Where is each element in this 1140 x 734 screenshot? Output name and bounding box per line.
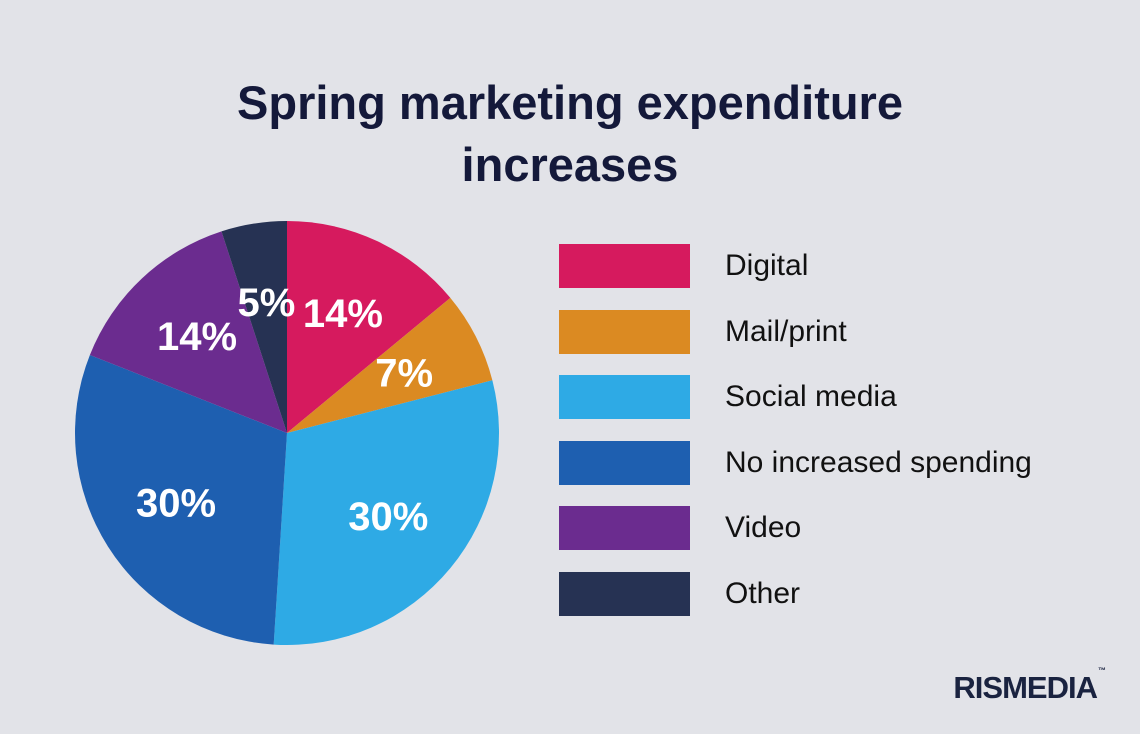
legend-item-mail-print: Mail/print [559,309,1099,354]
chart-title-line-1: Spring marketing expenditure [237,76,903,129]
pie-slice-social-media [273,380,499,645]
slice-label-other: 5% [238,281,296,325]
legend-item-no-increased-spending: No increased spending [559,440,1099,485]
legend-swatch [559,375,690,419]
slice-label-no-increased-spending: 30% [136,481,216,525]
pie-slice-digital [287,221,451,433]
legend-item-other: Other [559,571,1099,616]
legend-label: Video [725,511,802,544]
rismedia-logo: RISMEDIA™ [953,666,1106,706]
trademark-mark: ™ [1098,665,1106,675]
slice-label-video: 14% [157,315,237,359]
chart-title-line-2: increases [461,138,679,191]
pie-slice-video [89,231,287,433]
pie-slices [74,221,499,645]
legend-label: Digital [725,249,809,282]
slice-label-digital: 14% [303,292,383,336]
legend-item-social-media: Social media [559,375,1099,419]
legend-swatch [559,571,690,616]
legend-swatch [559,440,690,485]
pie-slice-mail-print [287,297,493,433]
legend-label: Other [725,576,801,610]
legend-swatch [559,244,690,288]
legend-label: No increased spending [725,445,1032,479]
pie-slice-no-increased-spending [74,354,287,645]
legend-item-video: Video [559,506,1099,550]
chart-title: Spring marketing expenditure increases [0,72,1140,196]
legend-item-digital: Digital [559,244,1099,288]
slice-label-social-media: 30% [348,495,428,539]
pie-slice-other [221,221,287,433]
legend-swatch [559,309,690,354]
pie-slice-labels: 14% 7% 30% 30% 14%5% [136,281,433,539]
legend-label: Mail/print [725,314,847,348]
legend-swatch [559,506,690,550]
legend-label: Social media [725,380,897,413]
brand-name: RISMEDIA [953,670,1098,705]
slice-label-mail-print: 7% [375,351,433,395]
